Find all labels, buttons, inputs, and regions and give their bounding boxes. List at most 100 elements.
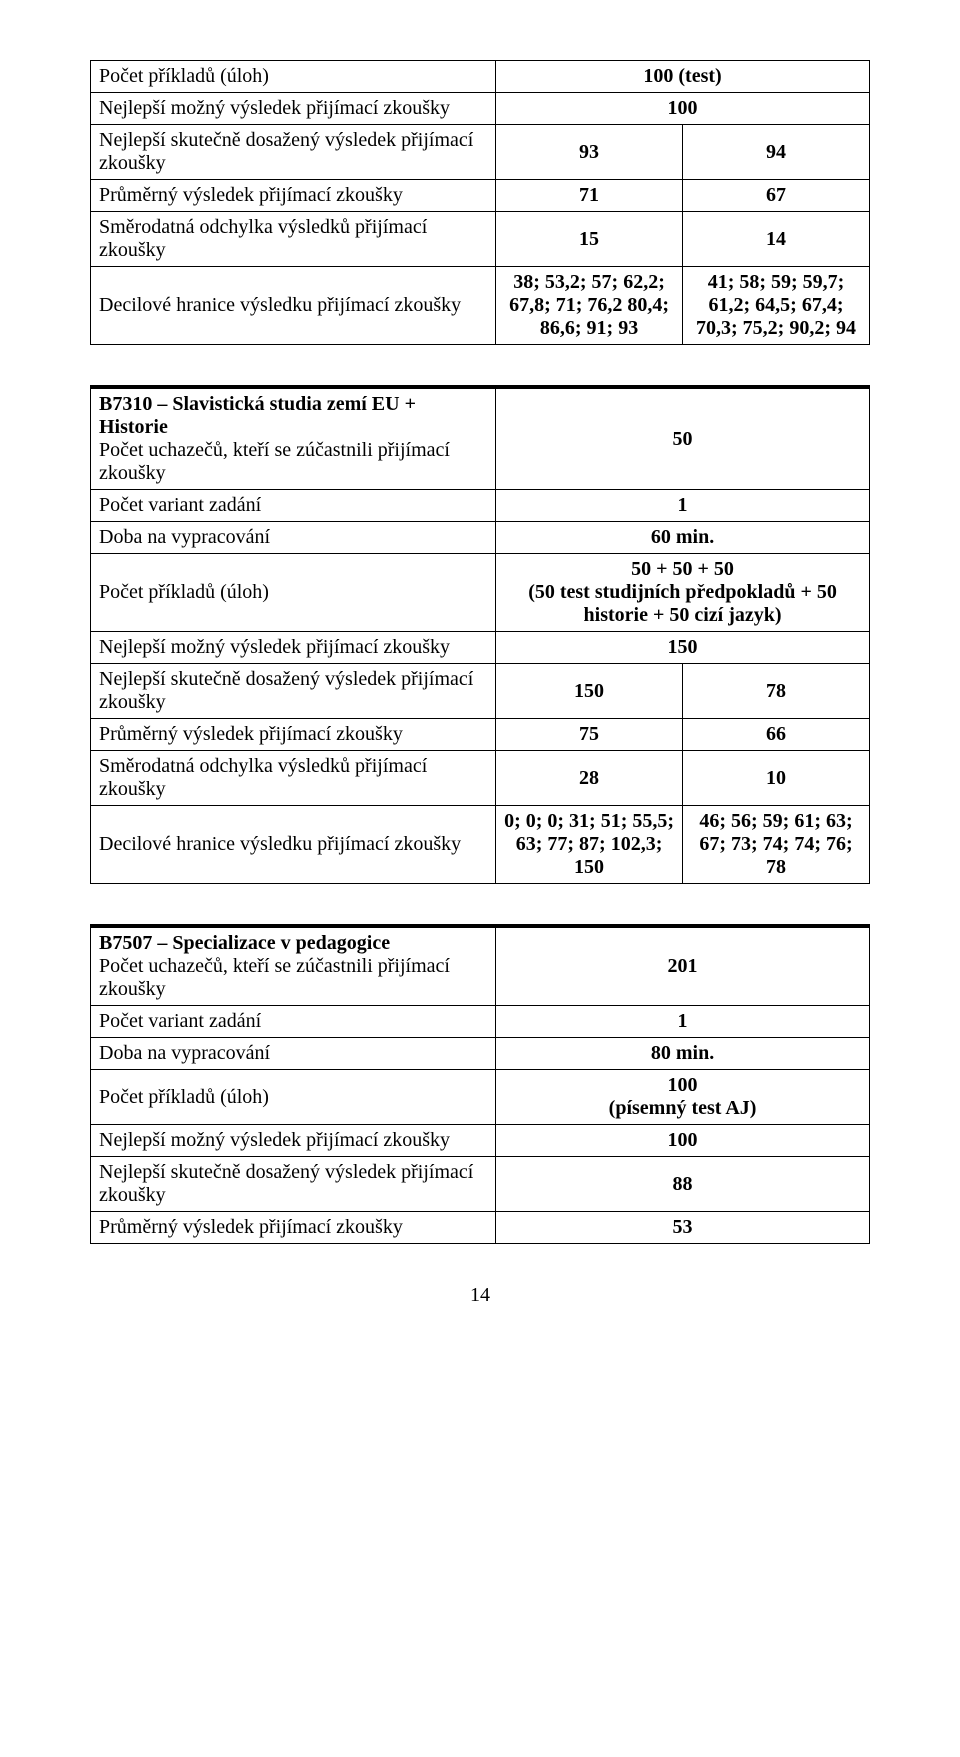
row-label-text: Decilové hranice výsledku přijímací zkou… [99, 833, 487, 856]
table-row: Doba na vypracování 80 min. [91, 1038, 870, 1070]
row-label-text: Průměrný výsledek přijímací zkoušky [99, 723, 487, 746]
table-row: Decilové hranice výsledku přijímací zkou… [91, 267, 870, 345]
row-label: Směrodatná odchylka výsledků přijímací z… [91, 751, 496, 806]
row-label-text: Směrodatná odchylka výsledků přijímací z… [99, 755, 487, 801]
table-3-body: B7507 – Specializace v pedagogicePočet u… [91, 926, 870, 1244]
table-row: Nejlepší možný výsledek přijímací zkoušk… [91, 632, 870, 664]
row-label-text: Doba na vypracování [99, 1042, 487, 1065]
table-row: B7507 – Specializace v pedagogicePočet u… [91, 926, 870, 1006]
row-value: 53 [496, 1212, 870, 1244]
table-row: Nejlepší skutečně dosažený výsledek přij… [91, 125, 870, 180]
table-row: Doba na vypracování 60 min. [91, 522, 870, 554]
row-value: 50 [496, 387, 870, 490]
row-label: Nejlepší skutečně dosažený výsledek přij… [91, 664, 496, 719]
row-value-1: 150 [496, 664, 683, 719]
row-label-text: Decilové hranice výsledku přijímací zkou… [99, 294, 487, 317]
row-value-1: 71 [496, 180, 683, 212]
row-label: Nejlepší možný výsledek přijímací zkoušk… [91, 1125, 496, 1157]
row-value: 100 [496, 1125, 870, 1157]
table-2-body: B7310 – Slavistická studia zemí EU + His… [91, 387, 870, 884]
row-label: B7507 – Specializace v pedagogicePočet u… [91, 926, 496, 1006]
table-row: Nejlepší skutečně dosažený výsledek přij… [91, 1157, 870, 1212]
row-label: Počet příkladů (úloh) [91, 1070, 496, 1125]
row-label-text: Počet příkladů (úloh) [99, 581, 487, 604]
table-1-body: Počet příkladů (úloh) 100 (test) Nejlepší … [91, 61, 870, 345]
row-label: Nejlepší skutečně dosažený výsledek přij… [91, 1157, 496, 1212]
row-label-text: Nejlepší možný výsledek přijímací zkoušk… [99, 1129, 487, 1152]
row-value-1: 15 [496, 212, 683, 267]
row-value: 150 [496, 632, 870, 664]
row-value: 100 (test) [496, 61, 870, 93]
row-label: Směrodatná odchylka výsledků přijímací z… [91, 212, 496, 267]
row-value-1: 28 [496, 751, 683, 806]
table-row: Počet příkladů (úloh) 50 + 50 + 50 (50 te… [91, 554, 870, 632]
row-value: 50 + 50 + 50 (50 test studijních předpok… [496, 554, 870, 632]
table-row: Počet variant zadání1 [91, 490, 870, 522]
table-row: Průměrný výsledek přijímací zkoušky 53 [91, 1212, 870, 1244]
row-label: Počet příkladů (úloh) [91, 61, 496, 93]
row-label: Nejlepší možný výsledek přijímací zkoušk… [91, 632, 496, 664]
table-1: Počet příkladů (úloh) 100 (test) Nejlepší … [90, 60, 870, 345]
table-row: Počet příkladů (úloh) 100 (test) [91, 61, 870, 93]
row-value: 1 [496, 1006, 870, 1038]
row-label-text: Počet variant zadání [99, 1010, 487, 1033]
table-row: Nejlepší skutečně dosažený výsledek přij… [91, 664, 870, 719]
table-row: Směrodatná odchylka výsledků přijímací z… [91, 751, 870, 806]
row-value-2: 14 [683, 212, 870, 267]
row-label: Decilové hranice výsledku přijímací zkou… [91, 267, 496, 345]
row-value-2: 10 [683, 751, 870, 806]
row-label-text: Počet příkladů (úloh) [99, 1086, 487, 1109]
row-value: 60 min. [496, 522, 870, 554]
row-label-text: Počet příkladů (úloh) [99, 65, 487, 88]
row-label-text: Průměrný výsledek přijímací zkoušky [99, 1216, 487, 1239]
table-row: Počet variant zadání 1 [91, 1006, 870, 1038]
row-label-text: Nejlepší možný výsledek přijímací zkoušk… [99, 636, 487, 659]
row-value-2: 66 [683, 719, 870, 751]
row-value: 201 [496, 926, 870, 1006]
row-value-2: 46; 56; 59; 61; 63; 67; 73; 74; 74; 76; … [683, 806, 870, 884]
row-label-text: Nejlepší skutečně dosažený výsledek přij… [99, 129, 487, 175]
row-value: 80 min. [496, 1038, 870, 1070]
row-value-2: 41; 58; 59; 59,7; 61,2; 64,5; 67,4; 70,3… [683, 267, 870, 345]
row-label: Počet variant zadání [91, 1006, 496, 1038]
row-label: Doba na vypracování [91, 1038, 496, 1070]
row-label-text: Nejlepší možný výsledek přijímací zkoušk… [99, 97, 487, 120]
page-number: 14 [90, 1284, 870, 1307]
row-label-text: Počet uchazečů, kteří se zúčastnili přij… [99, 955, 487, 1001]
row-label-text: Počet uchazečů, kteří se zúčastnili přij… [99, 439, 487, 485]
table-row: Decilové hranice výsledku přijímací zkou… [91, 806, 870, 884]
row-label-text: Doba na vypracování [99, 526, 487, 549]
table-row: B7310 – Slavistická studia zemí EU + His… [91, 387, 870, 490]
row-label: Průměrný výsledek přijímací zkoušky [91, 719, 496, 751]
table-row: Počet příkladů (úloh) 100 (písemný test A… [91, 1070, 870, 1125]
table-row: Směrodatná odchylka výsledků přijímací z… [91, 212, 870, 267]
row-value: 100 [496, 93, 870, 125]
table-3: B7507 – Specializace v pedagogicePočet u… [90, 924, 870, 1244]
row-label: Počet příkladů (úloh) [91, 554, 496, 632]
table-row: Nejlepší možný výsledek přijímací zkoušk… [91, 93, 870, 125]
row-value-1: 93 [496, 125, 683, 180]
table-row: Průměrný výsledek přijímací zkoušky 7167 [91, 180, 870, 212]
row-label: Doba na vypracování [91, 522, 496, 554]
row-label: B7310 – Slavistická studia zemí EU + His… [91, 387, 496, 490]
row-value: 100 (písemný test AJ) [496, 1070, 870, 1125]
row-value-2: 67 [683, 180, 870, 212]
row-label: Nejlepší skutečně dosažený výsledek přij… [91, 125, 496, 180]
row-value: 1 [496, 490, 870, 522]
row-label: Průměrný výsledek přijímací zkoušky [91, 180, 496, 212]
row-value-1: 38; 53,2; 57; 62,2; 67,8; 71; 76,2 80,4;… [496, 267, 683, 345]
row-label: Počet variant zadání [91, 490, 496, 522]
row-label-text: Směrodatná odchylka výsledků přijímací z… [99, 216, 487, 262]
section-title: B7507 – Specializace v pedagogice [99, 932, 487, 955]
table-row: Nejlepší možný výsledek přijímací zkoušk… [91, 1125, 870, 1157]
row-value: 88 [496, 1157, 870, 1212]
row-value-2: 94 [683, 125, 870, 180]
row-label: Nejlepší možný výsledek přijímací zkoušk… [91, 93, 496, 125]
row-label-text: Průměrný výsledek přijímací zkoušky [99, 184, 487, 207]
row-value-1: 0; 0; 0; 31; 51; 55,5; 63; 77; 87; 102,3… [496, 806, 683, 884]
section-title: B7310 – Slavistická studia zemí EU + His… [99, 393, 487, 439]
row-value-2: 78 [683, 664, 870, 719]
row-label-text: Nejlepší skutečně dosažený výsledek přij… [99, 1161, 487, 1207]
row-label-text: Nejlepší skutečně dosažený výsledek přij… [99, 668, 487, 714]
table-row: Průměrný výsledek přijímací zkoušky7566 [91, 719, 870, 751]
